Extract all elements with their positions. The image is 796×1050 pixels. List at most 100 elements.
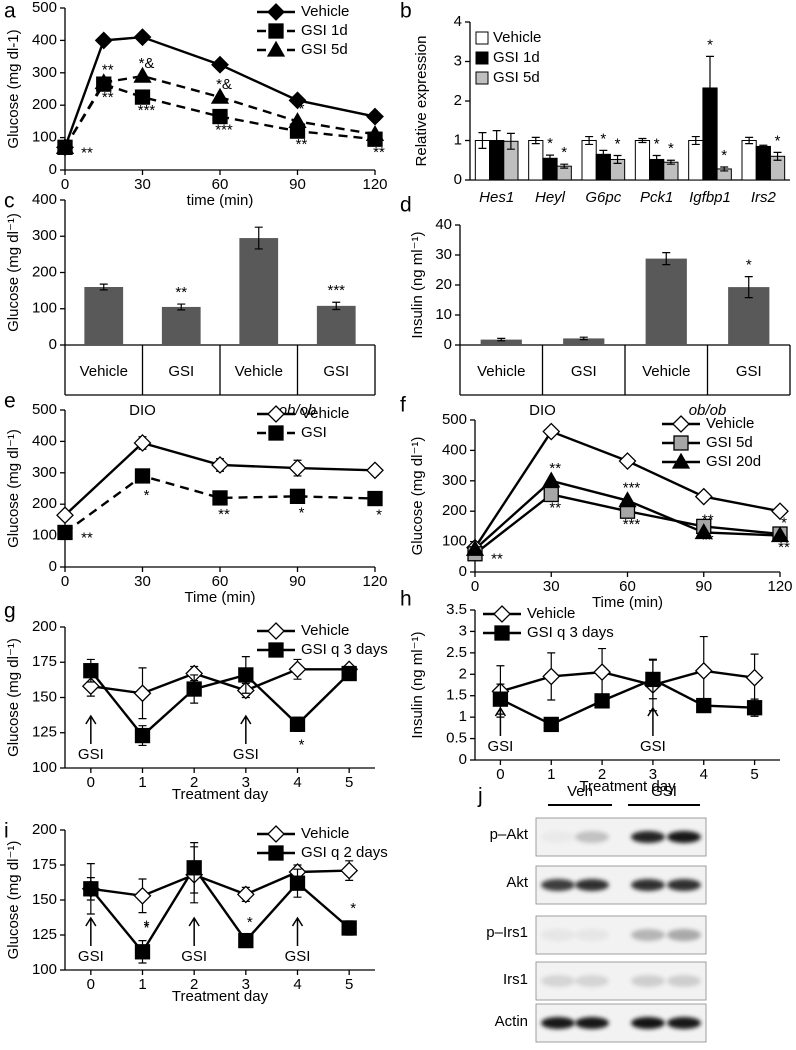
bar (634, 140, 651, 181)
significance-label: * (707, 36, 713, 53)
series-line (63, 74, 376, 148)
y-tick-label: 125 (32, 724, 57, 741)
arrow (291, 916, 304, 946)
marker (133, 66, 152, 83)
blot-band (631, 831, 665, 843)
arrow (240, 714, 252, 744)
marker (288, 660, 307, 679)
legend-label: GSI 5d (493, 69, 540, 86)
marker (268, 23, 284, 39)
legend-label: GSI q 3 days (527, 624, 614, 641)
marker (268, 845, 284, 861)
y-axis-label: Glucose (mg dl⁻¹) (5, 638, 22, 757)
y-axis-label: Insulin (ng ml⁻¹) (409, 631, 426, 738)
significance-label: *& (139, 55, 155, 72)
panel-letter: d (400, 194, 412, 217)
arrow-label: GSI (181, 948, 207, 965)
error-bar (478, 132, 487, 149)
significance-label: ** (218, 506, 230, 523)
marker (55, 138, 75, 154)
marker (134, 89, 151, 105)
marker (94, 73, 113, 90)
y-tick-label: 100 (442, 533, 467, 550)
x-tick-label: 3 (242, 774, 250, 791)
marker (56, 506, 74, 525)
y-tick-label: 175 (32, 856, 57, 873)
blot-band (541, 929, 575, 941)
significance-label: ** (373, 144, 385, 161)
error-bar (254, 226, 263, 250)
panel-letter: a (4, 0, 16, 23)
y-tick-label: 200 (32, 263, 57, 280)
marker (236, 885, 255, 904)
significance-label: * (299, 100, 305, 117)
x-tick-label: 0 (61, 176, 69, 193)
bar (563, 338, 605, 345)
x-tick-label: 60 (212, 573, 229, 590)
x-tick-label: 4 (293, 774, 301, 791)
arrow (85, 916, 97, 946)
marker (340, 861, 359, 880)
error-bar (706, 55, 714, 121)
marker (289, 716, 306, 732)
y-tick-label: 200 (32, 821, 57, 838)
x-tick-label: 120 (362, 176, 387, 193)
marker (770, 526, 790, 543)
significance-label: ** (491, 551, 503, 568)
x-tick-label: 3 (649, 766, 657, 783)
group-label: DIO (529, 402, 556, 419)
legend-label: Vehicle (493, 29, 541, 46)
arrow (188, 916, 200, 946)
arrow-label: GSI (78, 948, 104, 965)
error-bar (531, 136, 540, 145)
series-line (89, 865, 350, 954)
significance-label: ** (102, 61, 114, 78)
blot-row-label: Irs1 (503, 971, 528, 988)
error-bar (546, 154, 554, 163)
blot-band (575, 929, 609, 941)
significance-label: * (144, 487, 150, 504)
y-tick-label: 0 (459, 751, 467, 768)
marker (694, 661, 713, 680)
marker (186, 681, 202, 697)
x-tick-label: 2 (190, 976, 198, 993)
arrow (647, 706, 659, 736)
significance-label: *** (215, 122, 233, 139)
marker (134, 944, 151, 960)
marker (133, 886, 152, 905)
significance-label: * (350, 900, 356, 917)
arrow-label: GSI (285, 948, 311, 965)
bar (645, 258, 687, 345)
y-tick-label: 40 (435, 216, 452, 233)
y-tick-label: 1 (454, 131, 462, 148)
marker (493, 605, 511, 623)
marker (211, 456, 229, 474)
y-axis-label: Insulin (ng ml⁻¹) (409, 231, 426, 338)
error-bar (599, 149, 608, 159)
x-tick-label: 4 (293, 976, 301, 993)
significance-label: *& (216, 76, 232, 93)
error-bar (744, 276, 753, 299)
x-tick-label: 120 (767, 578, 792, 595)
y-tick-label: 0 (49, 558, 57, 575)
blot-band (631, 1017, 665, 1029)
arrow-label: GSI (640, 738, 666, 755)
significance-label: * (299, 736, 305, 753)
significance-label: *** (623, 516, 641, 533)
bar (663, 161, 679, 181)
y-tick-label: 500 (32, 401, 57, 418)
series-line (90, 869, 350, 898)
significance-label: *** (623, 480, 641, 497)
y-tick-label: 2.5 (446, 644, 467, 661)
blot-group-label: GSI (651, 783, 677, 800)
arrow-label: GSI (233, 746, 259, 763)
marker (492, 691, 509, 707)
x-axis-label: Treatment day (579, 778, 676, 795)
x-tick-label: 0 (61, 573, 69, 590)
x-tick-label: 5 (345, 976, 353, 993)
marker (211, 55, 229, 74)
x-tick-label: GSI (168, 363, 194, 380)
y-axis-label: Glucose (mg dl⁻¹) (5, 429, 22, 548)
x-tick-label: Vehicle (642, 363, 690, 380)
